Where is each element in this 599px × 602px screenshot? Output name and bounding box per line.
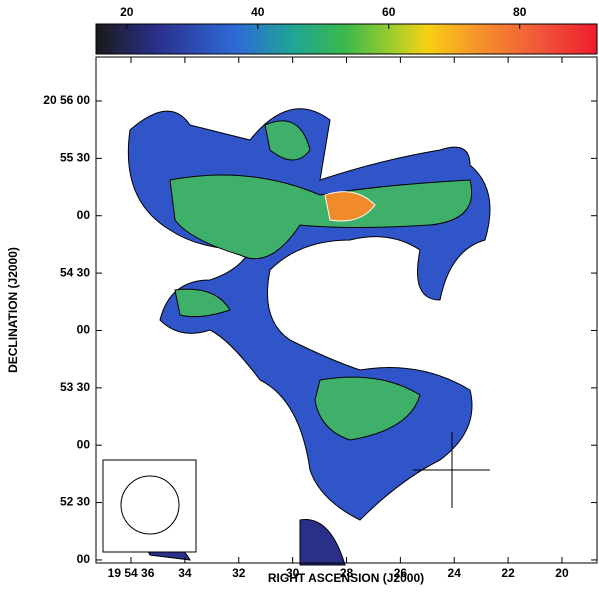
x-tick-label: 22 [501, 566, 515, 580]
colorbar [95, 23, 598, 55]
y-tick-label: 00 [77, 552, 91, 566]
map [127, 108, 491, 566]
y-tick-label: 00 [77, 437, 91, 451]
x-axis-label: RIGHT ASCENSION (J2000) [268, 571, 424, 585]
x-tick-label: 30 [286, 566, 300, 580]
x-tick-label: 24 [448, 566, 462, 580]
colorbar-tick-label: 60 [382, 5, 396, 19]
x-tick-label: 32 [232, 566, 246, 580]
y-tick-label: 00 [77, 323, 91, 337]
marker-cross [413, 432, 490, 508]
y-tick-label: 53 30 [60, 380, 90, 394]
x-tick-label: 34 [178, 566, 192, 580]
x-tick-label: 26 [394, 566, 408, 580]
x-tick-label: 20 [555, 566, 569, 580]
y-tick-label: 55 30 [60, 151, 90, 165]
x-tick-label: 19 54 36 [108, 566, 155, 580]
x-tick-label: 28 [340, 566, 354, 580]
colorbar-tick-label: 20 [120, 5, 134, 19]
y-tick-label: 00 [77, 208, 91, 222]
beam [102, 459, 197, 553]
y-tick-label: 52 30 [60, 495, 90, 509]
y-axis-label: DECLINATION (J2000) [6, 247, 20, 373]
colorbar-tick-label: 80 [513, 5, 527, 19]
y-tick-label: 54 30 [60, 265, 90, 279]
y-tick-label: 20 56 00 [43, 93, 90, 107]
colorbar-tick-label: 40 [251, 5, 265, 19]
